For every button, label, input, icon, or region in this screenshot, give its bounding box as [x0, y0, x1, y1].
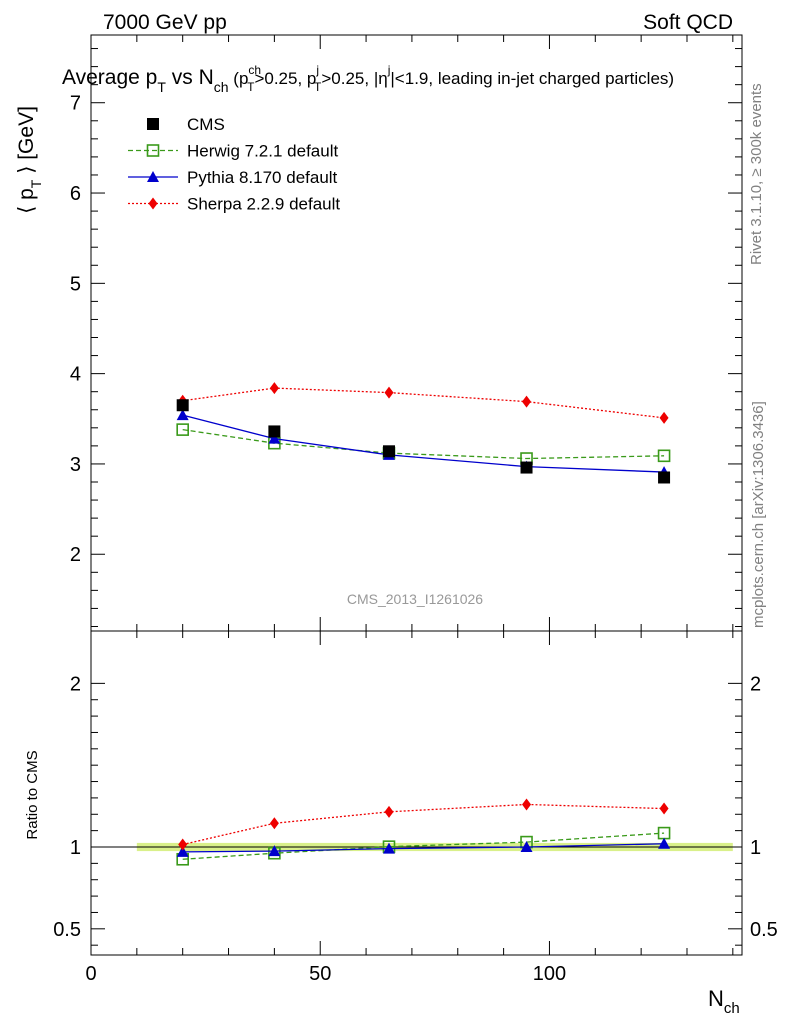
data-point	[658, 471, 671, 484]
data-point	[176, 399, 189, 412]
data-point	[176, 409, 189, 421]
x-axis-label: Nch	[708, 986, 740, 1017]
ratio-y-tick-label: 1	[70, 837, 81, 859]
y-tick-label: 5	[70, 273, 81, 295]
ratio-point	[520, 841, 533, 852]
header-left: 7000 GeV pp	[103, 11, 227, 34]
series-cms	[176, 399, 671, 484]
ratio-point	[269, 817, 279, 830]
ratio-point	[268, 845, 281, 857]
ratio-y-tick-label-right: 0.5	[750, 919, 778, 941]
x-tick-label: 50	[309, 963, 331, 985]
y-tick-label: 3	[70, 454, 81, 476]
legend-label: Herwig 7.2.1 default	[187, 142, 338, 161]
series-pythia-8-170-default	[176, 409, 671, 478]
data-point	[659, 411, 669, 424]
legend-item-sherpa-2-2-9-default: Sherpa 2.2.9 default	[128, 195, 340, 214]
data-point	[520, 461, 533, 474]
data-point	[176, 423, 189, 436]
data-point	[382, 445, 395, 458]
ratio-point	[522, 798, 532, 811]
ratio-y-tick-label: 0.5	[53, 919, 81, 941]
ratio-frame	[90, 630, 743, 956]
data-point	[384, 386, 394, 399]
ratio-point	[176, 845, 189, 857]
legend-marker	[147, 171, 159, 182]
ratio-y-tick-label-right: 1	[750, 837, 761, 859]
data-point	[657, 449, 671, 463]
y-tick-label: 6	[70, 183, 81, 205]
ratio-y-tick-label-right: 2	[750, 673, 761, 695]
data-point	[522, 395, 532, 408]
legend-marker	[146, 144, 160, 157]
y-tick-label: 4	[70, 364, 81, 386]
ratio-point	[659, 802, 669, 815]
data-point	[268, 432, 281, 444]
rivet-label: Rivet 3.1.10, ≥ 300k events	[748, 83, 765, 265]
ratio-y-tick-label: 2	[70, 673, 81, 695]
legend-label: Pythia 8.170 default	[187, 168, 338, 187]
ratio-series-pythia-8-170-default	[176, 837, 671, 857]
main-panel: 2 3 4 5 6 7	[70, 34, 743, 632]
legend-item-pythia-8-170-default: Pythia 8.170 default	[128, 168, 338, 187]
main-title: Average pT vs Nch (pch T>0.25, pj T>0.25, …	[62, 63, 674, 95]
series-sherpa-2-2-9-default	[178, 382, 669, 424]
analysis-watermark: CMS_2013_I1261026	[347, 591, 483, 607]
series-line	[182, 414, 665, 473]
y-tick-label: 2	[70, 544, 81, 566]
legend-label: Sherpa 2.2.9 default	[187, 195, 340, 214]
ratio-point	[384, 805, 394, 818]
ratio-line	[182, 803, 665, 846]
ratio-point	[382, 842, 395, 854]
ratio-series-sherpa-2-2-9-default	[178, 798, 669, 851]
ratio-point	[178, 838, 188, 851]
data-point	[269, 382, 279, 395]
legend-label: CMS	[187, 115, 225, 134]
ratio-y-axis-label: Ratio to CMS	[24, 750, 41, 839]
y-axis-label: ⟨ pT ⟩ [GeV]	[15, 106, 44, 214]
x-tick-label: 0	[85, 963, 96, 985]
series-line	[182, 387, 665, 419]
header-right: Soft QCD	[643, 11, 733, 34]
x-tick-label: 100	[533, 963, 566, 985]
y-tick-label: 7	[70, 93, 81, 115]
mcplots-label: mcplots.cern.ch [arXiv:1306.3436]	[750, 401, 767, 628]
legend-item-cms: CMS	[147, 115, 225, 134]
legend-marker	[148, 197, 158, 210]
legend-marker	[147, 118, 159, 130]
legend: CMS Herwig 7.2.1 default Pythia 8.170 defa…	[128, 115, 340, 214]
ratio-panel: 0.5 0.5 1 1 2 2 0 50 100	[53, 630, 778, 985]
data-point	[268, 425, 281, 438]
legend-item-herwig-7-2-1-default: Herwig 7.2.1 default	[128, 142, 338, 161]
ratio-point	[658, 837, 671, 849]
